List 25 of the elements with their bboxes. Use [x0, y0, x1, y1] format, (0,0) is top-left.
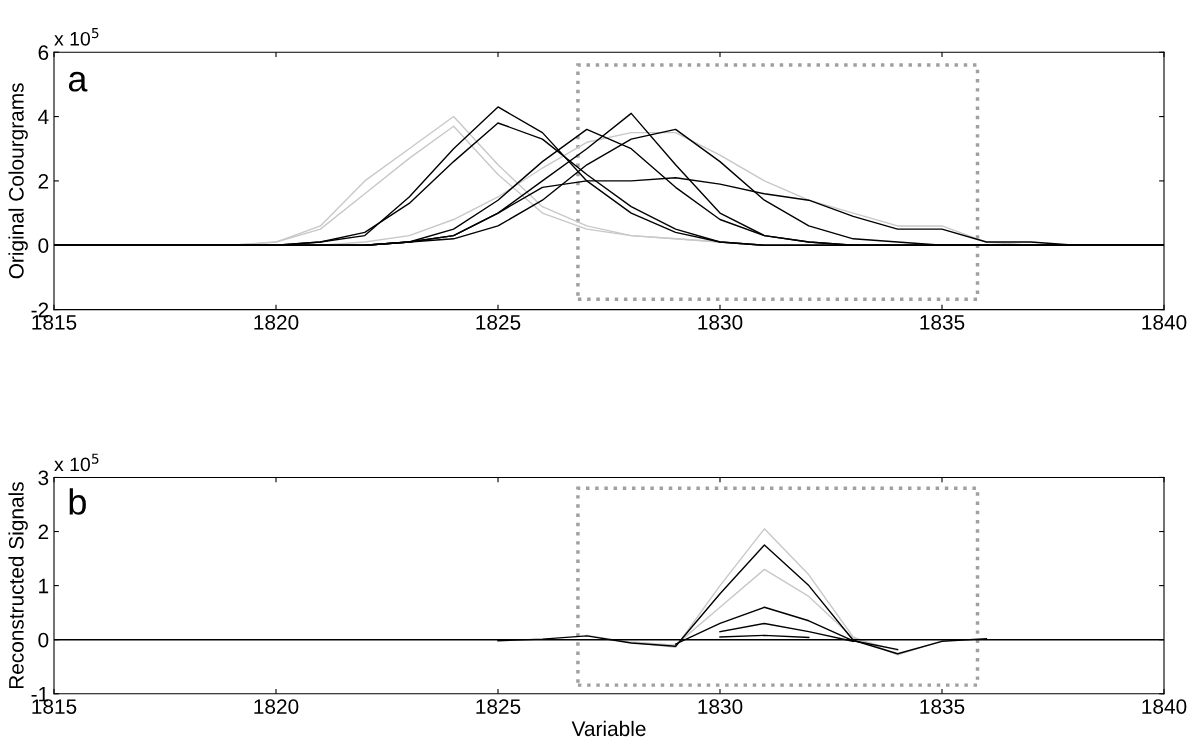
- y-tick-label: 4: [38, 109, 49, 125]
- x-tick-label: 1830: [698, 315, 743, 330]
- x-tick-label: 1830: [698, 699, 743, 714]
- y-tick-label: 2: [38, 173, 49, 189]
- x-tick-label: 1820: [254, 699, 299, 714]
- y-tick-label: 0: [38, 238, 49, 253]
- x-tick-label: 1825: [476, 315, 521, 330]
- annotation: a: [68, 71, 88, 92]
- y-tick-label: 0: [38, 632, 49, 648]
- x-tick-label: 1835: [920, 315, 965, 330]
- y-tick-label: 2: [38, 524, 49, 540]
- y-axis-title: Original Colourgrams: [8, 83, 28, 279]
- y-tick-label: 6: [38, 45, 49, 60]
- annotation: b: [69, 488, 86, 515]
- x-axis-title: Variable: [571, 720, 646, 737]
- x-tick-label: 1835: [920, 699, 965, 714]
- y-axis-title: Reconstructed Signals: [8, 482, 28, 689]
- text: x 10$^{5}$: [54, 453, 99, 472]
- x-tick-label: 1820: [254, 315, 299, 330]
- x-tick-label: 1840: [1142, 315, 1187, 330]
- y-tick-label: 3: [38, 470, 49, 486]
- x-tick-label: 1825: [476, 699, 521, 714]
- x-tick-label: 1840: [1142, 699, 1187, 714]
- y-tick-label: 1: [39, 578, 49, 594]
- text: x 10$^{5}$: [54, 28, 99, 46]
